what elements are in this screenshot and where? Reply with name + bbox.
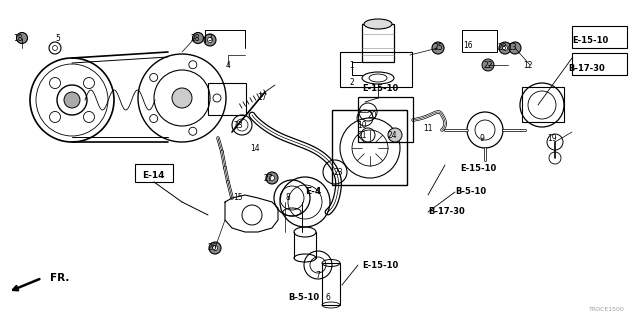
Bar (462, 30, 497, 52)
Circle shape (204, 34, 216, 46)
Text: 27: 27 (263, 173, 273, 182)
Text: E-4: E-4 (305, 188, 321, 196)
Circle shape (64, 92, 80, 108)
Text: 12: 12 (524, 60, 532, 69)
Text: 23: 23 (333, 167, 343, 177)
Text: 17: 17 (257, 93, 267, 102)
Circle shape (388, 128, 402, 142)
Text: B-17-30: B-17-30 (428, 207, 465, 217)
Bar (362, 24, 394, 62)
Text: FR.: FR. (50, 273, 69, 283)
Text: 6: 6 (326, 293, 330, 302)
Text: 7: 7 (316, 270, 321, 279)
Bar (522, 87, 564, 122)
Circle shape (502, 45, 508, 51)
Circle shape (509, 42, 521, 54)
Text: TR0CE1500: TR0CE1500 (589, 307, 625, 312)
Circle shape (49, 77, 61, 89)
Text: 16: 16 (463, 41, 473, 50)
Text: 14: 14 (250, 143, 260, 153)
Text: 5: 5 (56, 34, 60, 43)
Bar (340, 52, 412, 87)
Bar (358, 97, 413, 142)
Text: 24: 24 (387, 131, 397, 140)
Bar (332, 110, 407, 185)
Text: E-15-10: E-15-10 (362, 260, 398, 269)
Text: 23: 23 (233, 121, 243, 130)
Bar (572, 53, 627, 75)
Circle shape (269, 175, 275, 180)
Text: E-15-10: E-15-10 (572, 36, 608, 44)
Circle shape (83, 77, 95, 89)
Text: 2: 2 (349, 77, 355, 86)
Text: 22: 22 (483, 60, 493, 69)
Text: 8: 8 (285, 194, 291, 203)
Circle shape (193, 33, 204, 44)
Text: 13: 13 (507, 44, 517, 52)
Circle shape (83, 111, 95, 123)
Circle shape (52, 45, 58, 51)
Bar (572, 26, 627, 48)
Circle shape (189, 61, 197, 69)
Bar (135, 164, 173, 182)
Bar (322, 263, 340, 305)
Circle shape (150, 73, 157, 81)
Text: B-17-30: B-17-30 (568, 63, 605, 73)
Text: 10: 10 (357, 121, 367, 130)
Circle shape (432, 42, 444, 54)
Text: 15: 15 (233, 194, 243, 203)
Text: E-15-10: E-15-10 (362, 84, 398, 92)
Bar (208, 83, 246, 115)
Text: B-5-10: B-5-10 (288, 293, 319, 302)
Circle shape (49, 111, 61, 123)
Text: 19: 19 (547, 133, 557, 142)
Text: 26: 26 (207, 244, 217, 252)
Text: 28: 28 (190, 34, 200, 43)
Text: 1: 1 (349, 60, 355, 69)
Text: B-5-10: B-5-10 (455, 188, 486, 196)
Text: 18: 18 (13, 34, 23, 43)
Text: E-14: E-14 (142, 171, 164, 180)
Text: 9: 9 (479, 133, 484, 142)
Text: 11: 11 (423, 124, 433, 132)
Circle shape (266, 172, 278, 184)
Text: 4: 4 (225, 60, 230, 69)
Text: 28: 28 (497, 44, 507, 52)
Text: E-15-10: E-15-10 (460, 164, 496, 172)
Circle shape (213, 94, 221, 102)
Circle shape (189, 127, 197, 135)
Circle shape (212, 245, 218, 251)
Circle shape (150, 115, 157, 123)
Circle shape (209, 242, 221, 254)
Circle shape (207, 37, 212, 43)
Text: 3: 3 (207, 34, 212, 43)
Ellipse shape (364, 19, 392, 29)
Text: 25: 25 (433, 44, 443, 52)
Circle shape (499, 42, 511, 54)
Circle shape (482, 59, 494, 71)
Circle shape (172, 88, 192, 108)
Text: 21: 21 (357, 131, 367, 140)
Text: 20: 20 (367, 110, 377, 119)
Circle shape (17, 33, 28, 44)
